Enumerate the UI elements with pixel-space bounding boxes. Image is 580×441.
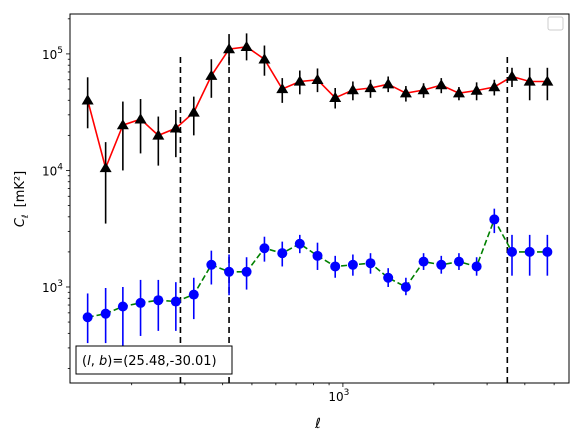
y-tick-label: 103 — [42, 279, 63, 295]
series-2-point — [436, 259, 447, 270]
series-1-point — [488, 81, 501, 92]
series-1-point — [435, 79, 448, 90]
series-1-point — [364, 81, 377, 93]
series-2-point — [277, 248, 288, 259]
series-1-point — [523, 75, 536, 86]
series-1-point — [541, 75, 554, 86]
series-2-point — [82, 312, 93, 323]
series-1-point — [258, 53, 271, 64]
series-1-point — [470, 84, 483, 95]
series-2-point — [400, 281, 411, 292]
series-2-point — [206, 259, 217, 270]
y-tick-label: 105 — [42, 46, 63, 62]
series-1-point — [116, 119, 129, 130]
annotation-box: (l, b)=(25.48,-30.01) — [75, 345, 233, 375]
series-2-point — [383, 272, 394, 283]
series-2-point — [365, 258, 376, 269]
series-1-point — [346, 84, 359, 95]
series-1-point — [382, 78, 395, 89]
x-axis-label: ℓ — [314, 416, 321, 432]
series-2-point — [312, 250, 323, 261]
series-2-point — [418, 256, 429, 267]
series-2-point — [153, 295, 164, 306]
x-tick-label: 103 — [328, 388, 349, 404]
series-1-point — [417, 84, 430, 95]
series-1-point — [134, 113, 147, 124]
series-2-point — [117, 301, 128, 312]
y-tick-label: 104 — [42, 162, 63, 178]
series-1-point — [311, 73, 324, 84]
series-1-point — [452, 87, 465, 98]
series-2-point — [294, 238, 305, 249]
legend-box — [547, 16, 564, 31]
series-1-point — [276, 82, 289, 94]
series-2-point — [524, 246, 535, 257]
series-2-point — [489, 214, 500, 225]
series-2-point — [135, 297, 146, 308]
series-1-point — [329, 91, 342, 103]
series-2-point — [542, 246, 553, 257]
series-2-point — [188, 289, 199, 300]
y-axis-label: Cℓ[mK²] — [13, 171, 31, 227]
series-2-point — [453, 256, 464, 267]
annotation-text: (l, b)=(25.48,-30.01) — [82, 354, 217, 369]
series-2-point — [241, 266, 252, 277]
series-1-point — [205, 69, 218, 80]
series-2-point — [471, 261, 482, 272]
series-1-point — [223, 43, 236, 54]
series-2-point — [224, 266, 235, 277]
series-2-point — [347, 259, 358, 270]
series-2-point — [330, 261, 341, 272]
series-1-point — [99, 161, 112, 173]
series-1 — [81, 33, 554, 224]
series-1-point — [399, 87, 412, 98]
series-1-point — [240, 40, 253, 52]
series-2 — [82, 208, 553, 348]
series-1-point — [169, 122, 182, 133]
series-1-point — [81, 94, 94, 105]
series-1-point — [187, 106, 200, 117]
series-1-point — [293, 75, 306, 86]
plot-area — [81, 33, 554, 383]
series-1-point — [152, 129, 165, 140]
series-2-point — [259, 243, 270, 254]
axes-frame — [69, 13, 570, 384]
axis-ticks: 103 103 104 105 — [42, 18, 555, 404]
series-1-point — [505, 70, 518, 81]
series-2-point — [506, 246, 517, 257]
series-2-point — [170, 296, 181, 307]
series-2-point — [100, 308, 111, 319]
series-1-line — [86, 45, 548, 171]
